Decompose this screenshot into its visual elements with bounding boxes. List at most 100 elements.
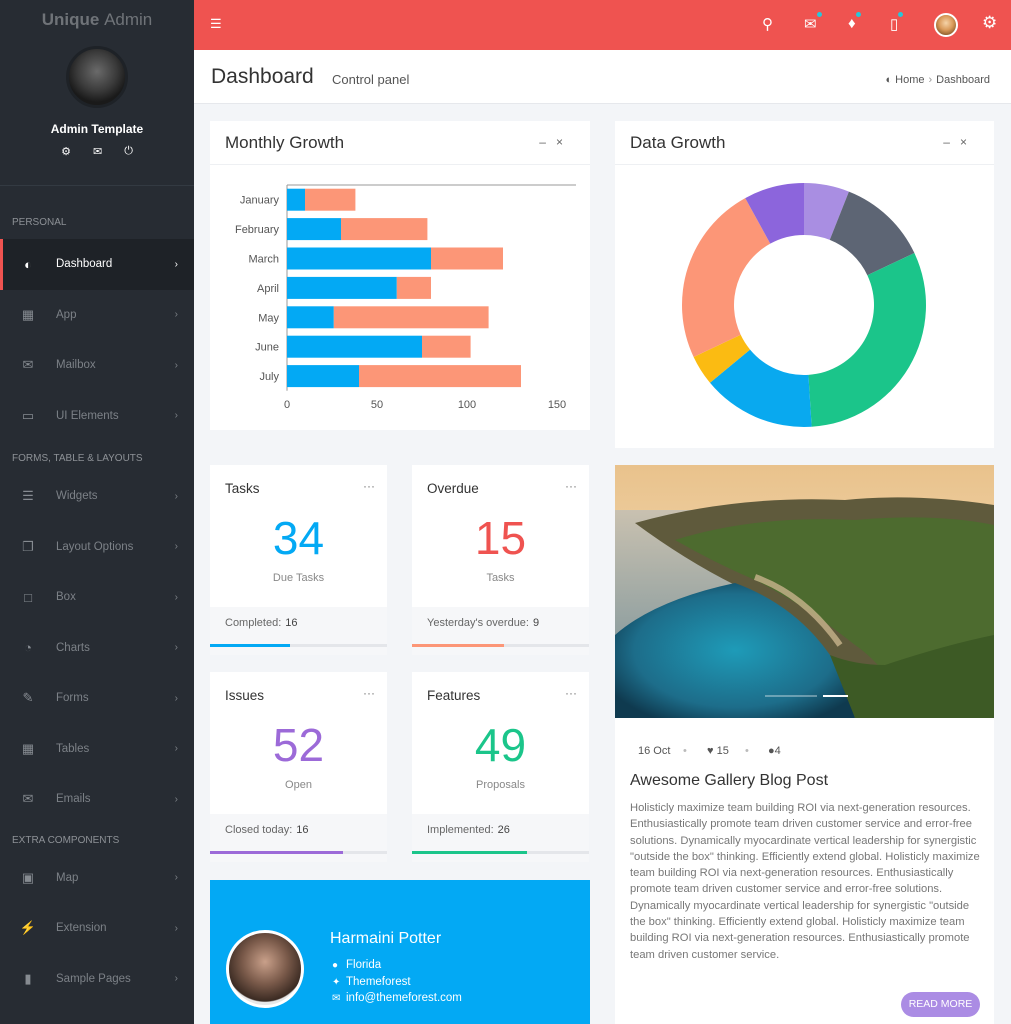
sidebar-item-sample-pages[interactable]: ▮ Sample Pages › — [0, 954, 194, 1005]
sidebar-item-box[interactable]: □ Box › — [0, 572, 194, 623]
category-label: February — [235, 224, 280, 236]
chevron-right-icon: › — [174, 359, 178, 371]
blog-title[interactable]: Awesome Gallery Blog Post — [630, 772, 829, 789]
section-personal: PERSONAL — [12, 217, 67, 228]
progress-bar — [210, 851, 387, 854]
section-forms: FORMS, TABLE & LAYOUTS — [12, 453, 143, 464]
edit-icon: ✎ — [22, 690, 34, 706]
sidebar-item-label: Map — [56, 871, 79, 884]
chevron-right-icon: › — [174, 410, 178, 422]
chevron-right-icon: › — [174, 591, 178, 603]
avatar[interactable] — [66, 46, 128, 108]
envelope-open-icon: ✉ — [22, 791, 34, 807]
category-label: June — [255, 342, 279, 354]
avatar[interactable] — [934, 13, 958, 37]
donut-slice — [808, 253, 926, 427]
profile-email[interactable]: info@themeforest.com — [346, 992, 462, 1004]
gear-icon[interactable]: ⚙ — [61, 146, 71, 158]
laptop-icon: ▭ — [21, 407, 35, 423]
menu-icon[interactable]: ☰ — [210, 16, 222, 31]
twitter-icon: ✦ — [332, 977, 341, 988]
more-icon[interactable]: ··· — [565, 686, 577, 700]
chevron-right-icon: › — [174, 541, 178, 553]
chevron-right-icon: › — [174, 642, 178, 654]
search-icon[interactable]: ⚲ — [762, 16, 773, 33]
sidebar-item-mailbox[interactable]: ✉ Mailbox › — [0, 340, 194, 391]
sidebar-item-emails[interactable]: ✉ Emails › — [0, 774, 194, 825]
sidebar-item-extension[interactable]: ⚡ Extension › — [0, 903, 194, 954]
avatar[interactable] — [226, 930, 304, 1008]
stat-title: Issues — [225, 688, 265, 703]
gear-icon[interactable]: ⚙ — [982, 13, 998, 32]
chevron-right-icon: › — [174, 743, 178, 755]
progress-bar — [412, 851, 589, 854]
mail-icon: ✉ — [332, 993, 341, 1004]
mail-icon[interactable]: ✉ — [92, 146, 103, 158]
sidebar-item-map[interactable]: ▣ Map › — [0, 853, 194, 904]
heart-icon[interactable]: ♥ — [707, 745, 714, 757]
mail-icon[interactable]: ✉ — [804, 12, 822, 33]
sidebar-item-ui-elements[interactable]: ▭ UI Elements › — [0, 391, 194, 442]
sidebar-item-label: Layout Options — [56, 540, 134, 553]
category-label: March — [248, 254, 279, 266]
grid-icon: ▦ — [21, 306, 35, 322]
sidebar-item-dashboard[interactable]: ◐ Dashboard › — [0, 239, 194, 290]
bar — [305, 188, 356, 211]
square-icon: □ — [24, 589, 32, 605]
monthly-growth-chart: January February March April May June July 0 50 1… — [235, 184, 576, 411]
stat-number: 34 — [272, 512, 325, 564]
map-icon: ▣ — [21, 869, 35, 885]
sidebar-item-forms[interactable]: ✎ Forms › — [0, 673, 194, 724]
bar — [287, 247, 431, 270]
sidebar-item-widgets[interactable]: ☰ Widgets › — [0, 471, 194, 522]
minimize-icon[interactable]: – — [943, 135, 960, 149]
stat-title: Features — [427, 688, 481, 703]
close-icon[interactable]: × — [555, 135, 573, 149]
location-icon: ● — [332, 960, 339, 971]
stat-card-overdue: Overdue ··· 15 Tasks Yesterday's overdue… — [412, 465, 589, 655]
stat-title: Tasks — [225, 481, 260, 496]
data-growth-donut-chart — [682, 183, 926, 427]
profile-card: Harmaini Potter ● Florida ✦ Themeforest ✉ i… — [210, 880, 590, 1024]
category-label: July — [259, 371, 279, 383]
sidebar-item-label: Dashboard — [56, 258, 113, 271]
sidebar-item-charts[interactable]: ◔ Charts › — [0, 623, 194, 674]
bar — [341, 218, 428, 241]
stat-label: Due Tasks — [272, 572, 325, 584]
profile-card-name: Harmaini Potter — [330, 930, 442, 947]
more-icon[interactable]: ··· — [363, 686, 375, 700]
chevron-right-icon: › — [174, 973, 178, 985]
sidebar-item-label: App — [56, 308, 77, 321]
minimize-icon[interactable]: – — [539, 135, 556, 149]
donut-slice — [745, 183, 804, 244]
profile-twitter[interactable]: Themeforest — [346, 976, 411, 988]
stat-foot-label: Closed today: — [225, 824, 293, 836]
close-icon[interactable]: × — [959, 135, 977, 149]
power-icon[interactable]: ⏻ — [124, 145, 133, 157]
category-label: May — [258, 312, 279, 324]
blog-comments: 4 — [774, 745, 781, 757]
sidebar-profile: Admin Template ⚙ ✉ ⏻ — [0, 46, 194, 186]
sidebar-item-app[interactable]: ▦ App › — [0, 290, 194, 341]
sidebar-item-label: Forms — [56, 692, 89, 705]
chevron-right-icon: › — [174, 692, 178, 704]
category-label: April — [257, 283, 279, 295]
bar — [359, 365, 521, 388]
sidebar: Unique Admin Admin Template ⚙ ✉ ⏻ PERSON… — [0, 0, 194, 1024]
breadcrumb-home[interactable]: Home — [895, 74, 925, 86]
sidebar-item-tables[interactable]: ▦ Tables › — [0, 724, 194, 775]
sidebar-item-layout-options[interactable]: ❐ Layout Options › — [0, 522, 194, 573]
stat-card-issues: Issues ··· 52 Open Closed today: 16 — [210, 672, 387, 862]
bell-icon[interactable]: ♦ — [848, 12, 861, 32]
brand-logo[interactable]: Unique Admin — [0, 0, 194, 50]
read-more-button[interactable]: READ MORE — [901, 992, 980, 1017]
sidebar-item-label: Emails — [56, 793, 91, 806]
more-icon[interactable]: ··· — [363, 479, 375, 493]
comment-icon[interactable]: ● — [768, 745, 775, 757]
donut-slice — [709, 349, 812, 427]
bar — [287, 218, 341, 241]
stat-label: Tasks — [486, 572, 515, 584]
chat-icon[interactable]: ▯ — [890, 12, 904, 33]
more-icon[interactable]: ··· — [565, 479, 577, 493]
profile-location: Florida — [346, 959, 382, 971]
